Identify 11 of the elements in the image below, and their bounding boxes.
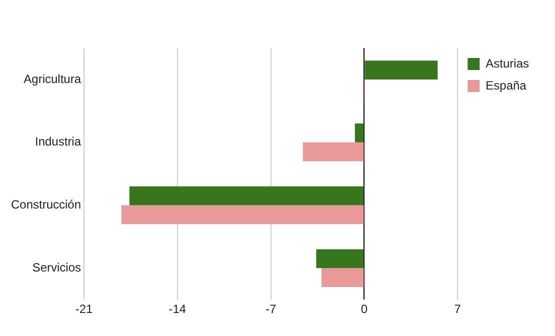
x-tick-label: 0 bbox=[360, 302, 368, 316]
y-tick-label: Construcción bbox=[11, 198, 82, 212]
x-tick-label: -14 bbox=[168, 302, 186, 316]
legend-label: España bbox=[486, 78, 527, 92]
legend-label: Asturias bbox=[486, 56, 530, 70]
y-tick-label: Industria bbox=[35, 134, 82, 149]
x-tick-label: -21 bbox=[75, 302, 94, 316]
x-tick-label: 7 bbox=[454, 302, 462, 316]
y-tick-label: Servicios bbox=[32, 260, 82, 274]
x-tick-label: -7 bbox=[266, 302, 276, 316]
y-tick-label: Agricultura bbox=[24, 72, 82, 86]
